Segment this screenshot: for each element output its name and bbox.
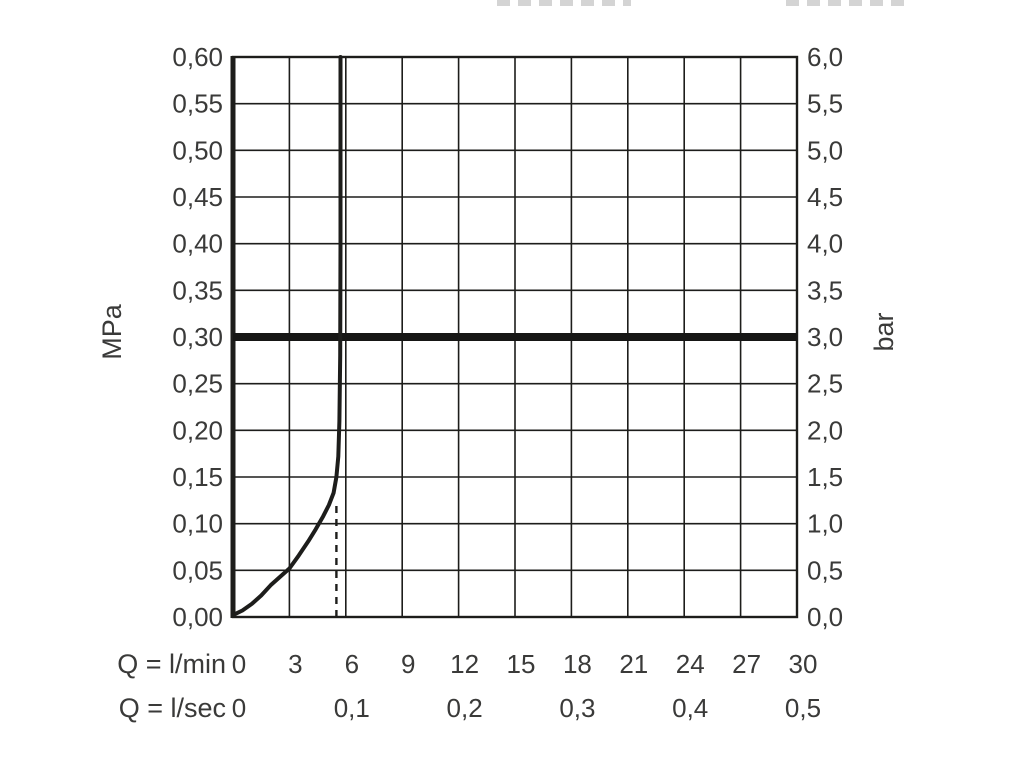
x-lmin-tick-label: 21 bbox=[619, 649, 648, 679]
y-right-axis-title: bar bbox=[869, 312, 899, 351]
x-lmin-tick-label: 15 bbox=[507, 649, 536, 679]
y-right-tick-label: 4,5 bbox=[807, 182, 843, 212]
y-right-tick-label: 2,5 bbox=[807, 369, 843, 399]
x-lmin-tick-label: 30 bbox=[789, 649, 818, 679]
x-lmin-tick-label: 3 bbox=[288, 649, 302, 679]
y-left-axis-title: MPa bbox=[97, 303, 127, 360]
y-left-tick-label: 0,15 bbox=[172, 462, 223, 492]
y-left-tick-label: 0,35 bbox=[172, 275, 223, 305]
y-left-tick-label: 0,30 bbox=[172, 322, 223, 352]
x-lmin-tick-label: 0 bbox=[232, 649, 246, 679]
flow-curve bbox=[231, 55, 343, 618]
x-lmin-tick-label: 6 bbox=[345, 649, 359, 679]
y-left-tick-label: 0,05 bbox=[172, 555, 223, 585]
y-right-tick-label: 1,5 bbox=[807, 462, 843, 492]
y-right-tick-label: 0,5 bbox=[807, 555, 843, 585]
x-lsec-tick-label: 0,2 bbox=[447, 693, 483, 723]
cropped-text-artifact bbox=[497, 0, 631, 6]
y-left-tick-label: 0,55 bbox=[172, 89, 223, 119]
y-left-tick-label: 0,00 bbox=[172, 602, 223, 632]
x-lsec-tick-label: 0,4 bbox=[672, 693, 708, 723]
tick-label-layer: 0,600,550,500,450,400,350,300,250,200,15… bbox=[172, 42, 843, 723]
y-left-tick-label: 0,45 bbox=[172, 182, 223, 212]
y-left-tick-label: 0,20 bbox=[172, 415, 223, 445]
y-left-tick-label: 0,60 bbox=[172, 42, 223, 72]
y-right-tick-label: 5,5 bbox=[807, 89, 843, 119]
y-right-tick-label: 4,0 bbox=[807, 229, 843, 259]
y-left-tick-label: 0,50 bbox=[172, 135, 223, 165]
y-right-tick-label: 2,0 bbox=[807, 415, 843, 445]
y-right-tick-label: 1,0 bbox=[807, 509, 843, 539]
y-right-tick-label: 5,0 bbox=[807, 135, 843, 165]
y-right-tick-label: 3,5 bbox=[807, 275, 843, 305]
x-axis-title-lmin: Q = l/min bbox=[117, 649, 226, 679]
x-lmin-tick-label: 24 bbox=[676, 649, 705, 679]
x-lmin-tick-label: 18 bbox=[563, 649, 592, 679]
y-right-tick-label: 0,0 bbox=[807, 602, 843, 632]
x-lsec-tick-label: 0,1 bbox=[334, 693, 370, 723]
cropped-text-artifact bbox=[786, 0, 904, 6]
x-lmin-tick-label: 27 bbox=[732, 649, 761, 679]
x-lmin-tick-label: 12 bbox=[450, 649, 479, 679]
y-left-tick-label: 0,10 bbox=[172, 509, 223, 539]
x-axis-title-lsec: Q = l/sec bbox=[119, 693, 226, 723]
x-lsec-tick-label: 0,3 bbox=[559, 693, 595, 723]
series-layer bbox=[231, 55, 797, 618]
y-left-tick-label: 0,40 bbox=[172, 229, 223, 259]
y-right-tick-label: 6,0 bbox=[807, 42, 843, 72]
x-lsec-tick-label: 0 bbox=[232, 693, 246, 723]
y-right-tick-label: 3,0 bbox=[807, 322, 843, 352]
y-left-tick-label: 0,25 bbox=[172, 369, 223, 399]
x-lsec-tick-label: 0,5 bbox=[785, 693, 821, 723]
x-lmin-tick-label: 9 bbox=[401, 649, 415, 679]
